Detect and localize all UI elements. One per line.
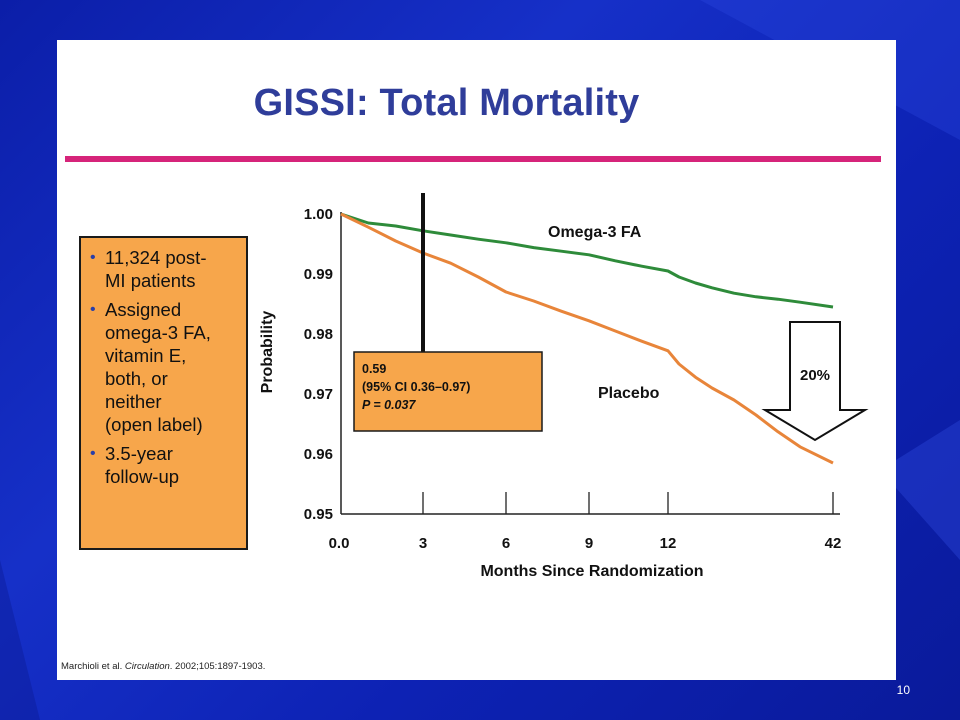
citation-authors: Marchioli et al. — [61, 661, 125, 672]
citation-details: . 2002;105:1897-1903. — [169, 661, 266, 672]
info-item-line: vitamin E, — [105, 345, 187, 366]
confidence-interval-text: P = 0.037 — [362, 398, 416, 412]
series-line-omega3 — [340, 212, 834, 309]
reduction-percent-label: 20% — [800, 367, 830, 384]
bullet-icon: • — [90, 445, 96, 462]
y-tick-label: 0.95 — [304, 506, 333, 523]
series-label-omega3: Omega-3 FA — [548, 224, 642, 241]
study-info-list: • 11,324 post- MI patients • Assigned omega-3… — [87, 246, 240, 488]
series-line-placebo — [340, 212, 834, 465]
x-tick-label: 6 — [502, 535, 510, 552]
info-item-line: (open label) — [105, 414, 203, 435]
citation: Marchioli et al. Circulation. 2002;105:1… — [61, 661, 265, 672]
y-tick-label: 0.98 — [304, 326, 333, 343]
info-item-line: follow-up — [105, 466, 180, 487]
info-item: • 3.5-year follow-up — [87, 442, 240, 488]
info-item-line: neither — [105, 391, 162, 412]
title-rule — [65, 156, 881, 162]
reduction-arrow-icon — [761, 321, 869, 442]
x-tick-label: 9 — [585, 535, 593, 552]
bullet-icon: • — [90, 249, 96, 266]
y-tick-label: 0.97 — [304, 386, 333, 403]
slide-title: GISSI: Total Mortality — [253, 82, 640, 124]
x-tick-label: 42 — [825, 535, 842, 552]
y-tick-label: 0.99 — [304, 266, 333, 283]
x-tick-label: 12 — [660, 535, 677, 552]
confidence-interval-box — [353, 351, 543, 432]
info-item-line: Assigned — [105, 299, 182, 320]
x-axis-title: Months Since Randomization — [480, 563, 703, 580]
confidence-interval-text: 0.59 — [362, 362, 386, 376]
y-tick-label: 0.96 — [304, 446, 333, 463]
info-item-line: both, or — [105, 368, 168, 389]
page-number: 10 — [896, 683, 910, 697]
bullet-icon: • — [90, 301, 96, 318]
study-info-box: • 11,324 post- MI patients • Assigned omega-3… — [79, 236, 248, 550]
x-tick-label: 3 — [419, 535, 427, 552]
info-item: • 11,324 post- MI patients — [87, 246, 240, 292]
citation-journal: Circulation — [124, 661, 170, 672]
info-item-line: omega-3 FA, — [105, 322, 211, 343]
info-item-line: 11,324 post- — [105, 247, 207, 268]
info-item-line: 3.5-year — [105, 443, 173, 464]
info-item-line: MI patients — [105, 270, 196, 291]
series-label-placebo: Placebo — [598, 385, 660, 402]
y-axis-title: Probability — [259, 311, 276, 394]
x-tick-label: 0.0 — [329, 535, 350, 552]
confidence-interval-text: (95% CI 0.36–0.97) — [362, 380, 470, 394]
info-item: • Assigned omega-3 FA, vitamin E, both, or ne… — [87, 298, 240, 436]
y-tick-label: 1.00 — [304, 206, 333, 223]
